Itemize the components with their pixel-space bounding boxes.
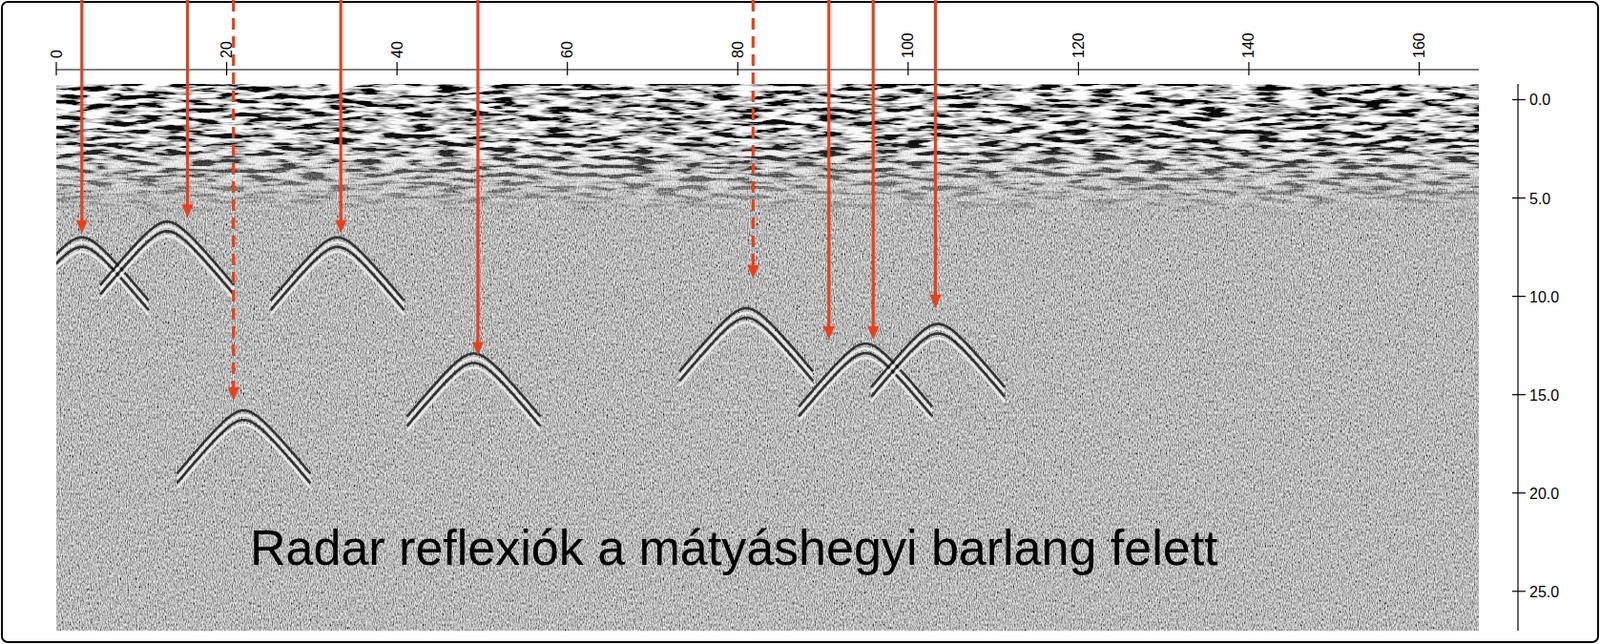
x-tick-label: 140 xyxy=(1240,32,1257,59)
y-tick xyxy=(1512,197,1526,199)
y-tick xyxy=(1512,394,1526,395)
x-tick xyxy=(737,62,739,76)
plot-area xyxy=(56,83,1479,631)
x-tick xyxy=(1418,62,1420,76)
y-tick xyxy=(1512,492,1526,494)
arrow-shaft-solid xyxy=(872,0,875,329)
arrow-shaft-solid xyxy=(339,0,343,223)
y-tick xyxy=(1512,295,1526,297)
arrow-head xyxy=(228,387,240,401)
arrow-shaft-solid xyxy=(80,0,84,223)
arrow xyxy=(472,0,484,355)
x-tick-label: 0 xyxy=(48,49,65,59)
reflection-hyperbola xyxy=(270,247,405,311)
arrow-shaft-dashed xyxy=(751,0,755,268)
arrow-head xyxy=(747,265,759,279)
arrow-shaft-solid xyxy=(476,0,479,344)
x-tick-label: 80 xyxy=(729,41,747,59)
reflection-hyperbola xyxy=(798,353,933,416)
radar-background xyxy=(56,83,1479,631)
x-tick-label: 40 xyxy=(389,41,406,59)
arrow xyxy=(747,0,759,279)
arrow xyxy=(181,0,193,218)
reflection-hyperbola xyxy=(270,251,405,315)
x-tick-label: 60 xyxy=(559,41,576,59)
x-tick-label: 120 xyxy=(1070,32,1087,59)
x-tick xyxy=(226,62,228,76)
arrow-shaft-dashed xyxy=(231,0,235,390)
arrow xyxy=(823,0,835,340)
x-tick xyxy=(1247,62,1249,76)
reflection-hyperbola xyxy=(407,368,541,432)
reflection-hyperbola xyxy=(407,363,541,427)
reflection-hyperbola xyxy=(679,322,813,386)
caption: Radar reflexiók a mátyáshegyi barlang fe… xyxy=(249,519,1219,576)
arrow xyxy=(867,0,879,340)
x-tick xyxy=(1078,62,1080,76)
y-tick-label: 0.0 xyxy=(1529,91,1551,108)
y-axis-line xyxy=(1516,83,1518,631)
arrow xyxy=(334,0,347,234)
reflection-hyperbola xyxy=(871,333,1005,397)
reflection-hyperbola xyxy=(100,235,234,299)
reflection-hyperbola xyxy=(176,419,311,483)
x-tick xyxy=(566,62,568,76)
y-tick-label: 20.0 xyxy=(1529,485,1559,502)
arrow-head xyxy=(181,204,193,218)
reflection-hyperbola xyxy=(871,338,1005,402)
x-tick xyxy=(907,62,909,76)
reflection-hyperbola xyxy=(679,317,813,381)
y-tick xyxy=(1512,590,1526,592)
radar-noise xyxy=(56,83,1479,631)
frame xyxy=(1,1,1599,643)
x-tick-label: 100 xyxy=(899,32,916,59)
arrow xyxy=(76,0,88,234)
arrow-head xyxy=(823,326,835,340)
x-tick xyxy=(396,62,398,76)
arrow xyxy=(228,0,240,401)
y-tick-label: 25.0 xyxy=(1529,583,1559,601)
figure: 0204060801001201401600.05.010.015.020.02… xyxy=(0,0,1600,644)
arrow-shaft-solid xyxy=(827,0,831,329)
x-axis-line xyxy=(56,68,1479,70)
arrow-head xyxy=(867,326,879,340)
reflection-hyperbola xyxy=(100,230,234,294)
reflection-hyperbola xyxy=(176,424,311,488)
y-tick-label: 10.0 xyxy=(1529,289,1559,306)
y-tick xyxy=(1512,99,1526,101)
arrow-head xyxy=(334,220,347,234)
x-tick-label: 160 xyxy=(1411,32,1428,59)
arrow-shaft-solid xyxy=(186,0,189,207)
x-tick xyxy=(55,62,57,76)
y-tick-label: 5.0 xyxy=(1529,190,1551,208)
reflection-hyperbola xyxy=(798,357,933,421)
arrow-head xyxy=(472,341,484,355)
y-tick-label: 15.0 xyxy=(1529,387,1559,404)
near-surface-band xyxy=(56,83,1479,217)
arrow-head xyxy=(76,220,88,234)
arrow-shaft-solid xyxy=(934,0,937,297)
arrow-head xyxy=(929,294,941,309)
arrow xyxy=(929,0,941,309)
